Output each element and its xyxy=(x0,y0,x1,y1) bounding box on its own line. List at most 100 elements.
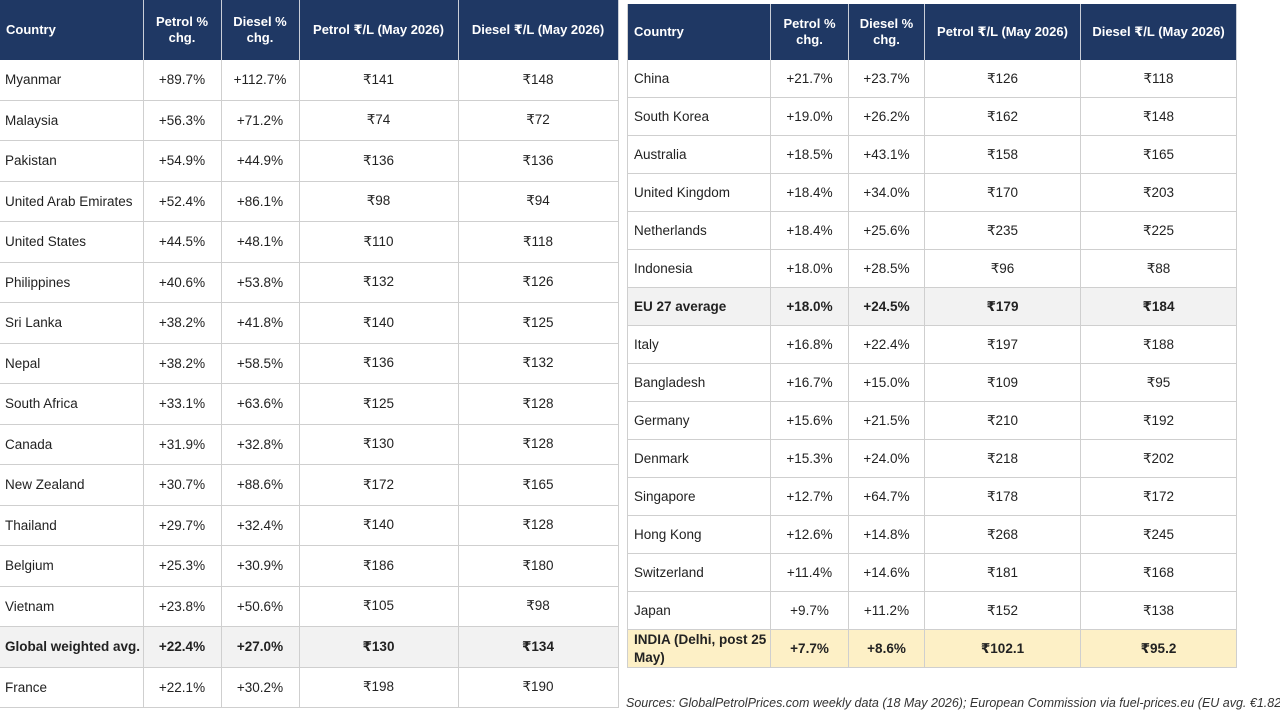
table-row: France +22.1% +30.2% ₹198 ₹190 xyxy=(0,667,619,708)
petrol-price-cell: ₹126 xyxy=(924,60,1081,98)
petrol-price-cell: ₹181 xyxy=(924,553,1081,592)
table-row: Canada +31.9% +32.8% ₹130 ₹128 xyxy=(0,424,619,465)
country-cell: Pakistan xyxy=(0,140,144,182)
petrol-chg-cell: +25.3% xyxy=(143,545,222,587)
country-cell: Italy xyxy=(627,325,771,364)
diesel-chg-cell: +27.0% xyxy=(221,626,300,668)
diesel-chg-cell: +14.6% xyxy=(848,553,925,592)
table-row: New Zealand +30.7% +88.6% ₹172 ₹165 xyxy=(0,464,619,506)
header-petrol-chg: Petrol % chg. xyxy=(770,4,849,60)
diesel-price-cell: ₹190 xyxy=(458,667,619,708)
diesel-chg-cell: +21.5% xyxy=(848,401,925,440)
petrol-chg-cell: +12.6% xyxy=(770,515,849,554)
country-cell: France xyxy=(0,667,144,708)
diesel-chg-cell: +34.0% xyxy=(848,173,925,212)
diesel-chg-cell: +11.2% xyxy=(848,591,925,630)
table-row: United Arab Emirates +52.4% +86.1% ₹98 ₹94 xyxy=(0,181,619,222)
header-country: Country xyxy=(0,0,144,60)
petrol-chg-cell: +11.4% xyxy=(770,553,849,592)
header-diesel-chg: Diesel % chg. xyxy=(221,0,300,60)
table-row: Denmark +15.3% +24.0% ₹218 ₹202 xyxy=(627,439,1237,478)
petrol-chg-cell: +15.3% xyxy=(770,439,849,478)
diesel-chg-cell: +63.6% xyxy=(221,383,300,425)
petrol-price-cell: ₹74 xyxy=(299,100,459,141)
country-cell: EU 27 average xyxy=(627,287,771,326)
petrol-chg-cell: +18.4% xyxy=(770,211,849,250)
petrol-price-cell: ₹210 xyxy=(924,401,1081,440)
diesel-price-cell: ₹138 xyxy=(1080,591,1237,630)
diesel-chg-cell: +41.8% xyxy=(221,302,300,344)
petrol-price-cell: ₹186 xyxy=(299,545,459,587)
country-cell: Singapore xyxy=(627,477,771,516)
petrol-price-cell: ₹132 xyxy=(299,262,459,303)
petrol-chg-cell: +15.6% xyxy=(770,401,849,440)
table-row: United States +44.5% +48.1% ₹110 ₹118 xyxy=(0,221,619,263)
diesel-chg-cell: +14.8% xyxy=(848,515,925,554)
diesel-price-cell: ₹180 xyxy=(458,545,619,587)
country-cell: Japan xyxy=(627,591,771,630)
petrol-chg-cell: +38.2% xyxy=(143,302,222,344)
petrol-chg-cell: +56.3% xyxy=(143,100,222,141)
table-row: INDIA (Delhi, post 25 May) +7.7% +8.6% ₹102… xyxy=(627,629,1237,668)
diesel-chg-cell: +24.0% xyxy=(848,439,925,478)
petrol-price-cell: ₹152 xyxy=(924,591,1081,630)
petrol-chg-cell: +29.7% xyxy=(143,505,222,546)
petrol-price-cell: ₹170 xyxy=(924,173,1081,212)
petrol-price-cell: ₹197 xyxy=(924,325,1081,364)
petrol-price-cell: ₹102.1 xyxy=(924,629,1081,668)
diesel-price-cell: ₹188 xyxy=(1080,325,1237,364)
country-cell: Indonesia xyxy=(627,249,771,288)
table-row: Bangladesh +16.7% +15.0% ₹109 ₹95 xyxy=(627,363,1237,402)
table-row: China +21.7% +23.7% ₹126 ₹118 xyxy=(627,60,1237,98)
table-row: Thailand +29.7% +32.4% ₹140 ₹128 xyxy=(0,505,619,546)
diesel-chg-cell: +22.4% xyxy=(848,325,925,364)
diesel-price-cell: ₹136 xyxy=(458,140,619,182)
petrol-price-cell: ₹268 xyxy=(924,515,1081,554)
petrol-price-cell: ₹179 xyxy=(924,287,1081,326)
petrol-price-cell: ₹162 xyxy=(924,97,1081,136)
table-row: South Africa +33.1% +63.6% ₹125 ₹128 xyxy=(0,383,619,425)
petrol-price-cell: ₹96 xyxy=(924,249,1081,288)
table-row: Indonesia +18.0% +28.5% ₹96 ₹88 xyxy=(627,249,1237,288)
country-cell: INDIA (Delhi, post 25 May) xyxy=(627,629,771,668)
petrol-chg-cell: +22.1% xyxy=(143,667,222,708)
petrol-price-cell: ₹158 xyxy=(924,135,1081,174)
diesel-chg-cell: +32.8% xyxy=(221,424,300,465)
header-row: Country Petrol % chg. Diesel % chg. Petr… xyxy=(0,0,619,60)
diesel-chg-cell: +30.2% xyxy=(221,667,300,708)
diesel-price-cell: ₹132 xyxy=(458,343,619,384)
petrol-chg-cell: +40.6% xyxy=(143,262,222,303)
diesel-chg-cell: +26.2% xyxy=(848,97,925,136)
country-cell: South Africa xyxy=(0,383,144,425)
table-row: Australia +18.5% +43.1% ₹158 ₹165 xyxy=(627,135,1237,174)
petrol-chg-cell: +52.4% xyxy=(143,181,222,222)
petrol-price-cell: ₹140 xyxy=(299,505,459,546)
left-table-body: Myanmar +89.7% +112.7% ₹141 ₹148 Malaysia +56.… xyxy=(0,60,619,708)
petrol-price-cell: ₹172 xyxy=(299,464,459,506)
header-petrol-chg: Petrol % chg. xyxy=(143,0,222,60)
country-cell: New Zealand xyxy=(0,464,144,506)
petrol-price-cell: ₹141 xyxy=(299,60,459,101)
diesel-price-cell: ₹184 xyxy=(1080,287,1237,326)
country-cell: Philippines xyxy=(0,262,144,303)
diesel-price-cell: ₹128 xyxy=(458,383,619,425)
diesel-price-cell: ₹202 xyxy=(1080,439,1237,478)
petrol-chg-cell: +18.0% xyxy=(770,249,849,288)
petrol-chg-cell: +33.1% xyxy=(143,383,222,425)
country-cell: Netherlands xyxy=(627,211,771,250)
petrol-chg-cell: +16.7% xyxy=(770,363,849,402)
diesel-price-cell: ₹165 xyxy=(1080,135,1237,174)
table-row: Philippines +40.6% +53.8% ₹132 ₹126 xyxy=(0,262,619,303)
petrol-chg-cell: +31.9% xyxy=(143,424,222,465)
header-row: Country Petrol % chg. Diesel % chg. Petr… xyxy=(627,4,1237,60)
diesel-chg-cell: +71.2% xyxy=(221,100,300,141)
petrol-price-cell: ₹178 xyxy=(924,477,1081,516)
diesel-chg-cell: +30.9% xyxy=(221,545,300,587)
table-row: Japan +9.7% +11.2% ₹152 ₹138 xyxy=(627,591,1237,630)
diesel-price-cell: ₹118 xyxy=(458,221,619,263)
diesel-chg-cell: +25.6% xyxy=(848,211,925,250)
petrol-chg-cell: +89.7% xyxy=(143,60,222,101)
diesel-price-cell: ₹245 xyxy=(1080,515,1237,554)
header-petrol-price: Petrol ₹/L (May 2026) xyxy=(924,4,1081,60)
diesel-price-cell: ₹128 xyxy=(458,424,619,465)
